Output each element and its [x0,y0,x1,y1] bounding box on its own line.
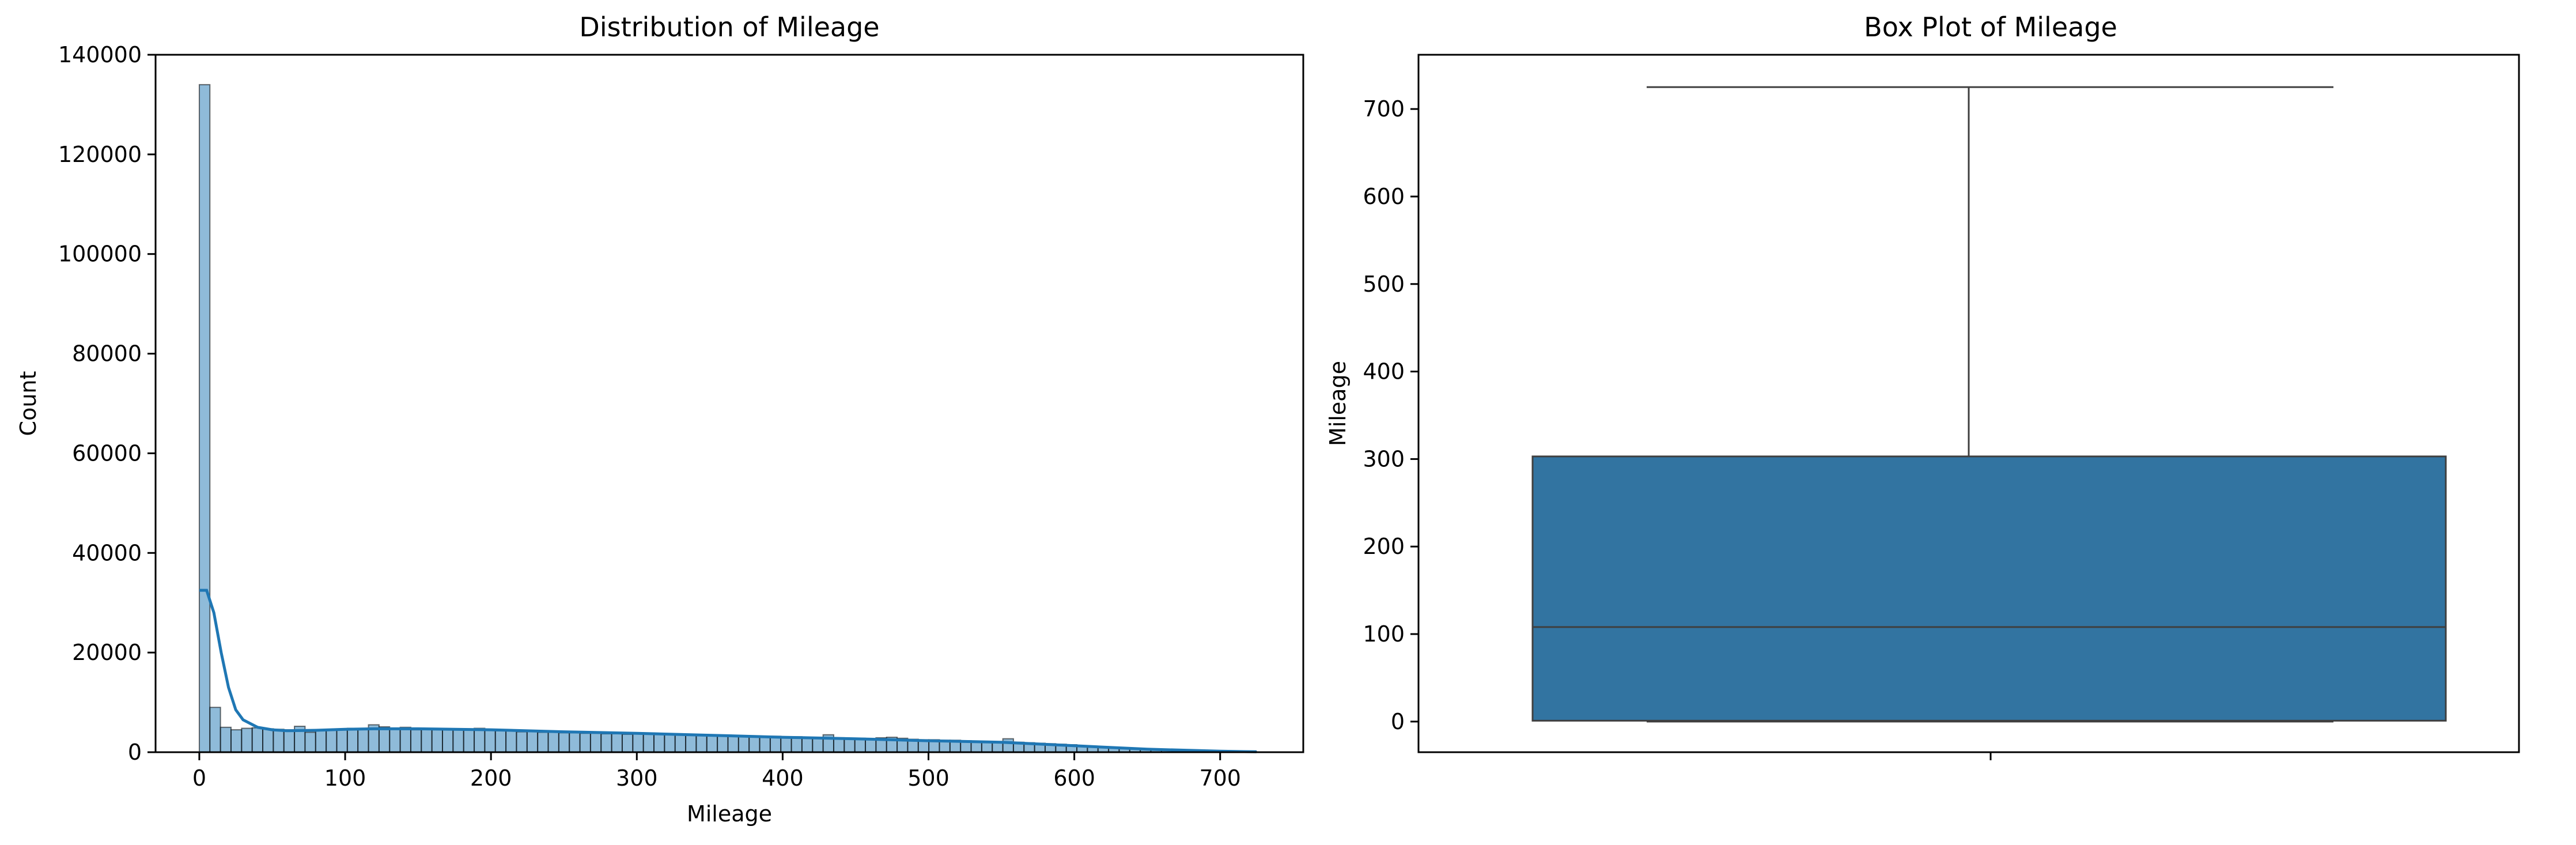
histogram-bar [737,735,750,753]
histogram-bar [241,727,253,753]
boxplot-y-tick-label: 600 [1363,184,1405,209]
histogram-bar [706,734,718,753]
histogram-y-tick-label: 120000 [58,142,142,167]
histogram-bar [653,733,665,753]
histogram-bar [547,731,559,753]
histogram-bar [474,727,486,753]
histogram-bar [230,729,243,753]
histogram-y-tick-label: 20000 [72,640,142,665]
histogram-bar [505,730,517,753]
histogram-x-tick-label: 100 [324,765,366,791]
histogram-y-tick-label: 100000 [58,242,142,267]
histogram-bar [346,727,359,753]
histogram-panel: Distribution of Mileage 0 100 200 300 400 500… [16,12,1304,827]
histogram-x-tick-label: 0 [192,765,206,791]
histogram-x-ticks: 0 100 200 300 400 500 600 700 [192,752,1241,791]
histogram-bar [336,729,348,753]
histogram-y-label: Count [16,371,41,436]
histogram-bar [642,733,655,753]
histogram-bar [251,727,264,753]
histogram-axes-frame [154,54,1304,753]
histogram-bar [780,736,792,753]
histogram-bar [611,733,623,753]
histogram-bar [569,732,581,753]
histogram-bar [399,726,411,753]
histogram-bar [769,735,782,753]
histogram-y-tick-label: 60000 [72,440,142,466]
boxplot-box [1531,455,2447,722]
histogram-y-ticks: 0 20000 40000 60000 80000 100000 120000 140000 [58,42,156,765]
histogram-bar [262,728,274,753]
histogram-x-tick-label: 200 [470,765,512,791]
boxplot-y-tick-label: 700 [1363,96,1405,122]
histogram-bar [865,738,877,753]
histogram-bar [685,734,697,753]
histogram-x-tick-label: 500 [907,765,950,791]
boxplot-y-ticks: 0 100 200 300 400 500 600 700 [1363,96,1418,734]
histogram-bar [357,727,369,753]
histogram-bar [1002,738,1014,753]
histogram-bar [632,732,644,753]
histogram-bar [695,734,708,753]
boxplot-y-tick-label: 0 [1391,709,1405,734]
histogram-bar [537,731,549,753]
histogram-kde-line [199,589,1257,753]
histogram-bar [600,733,612,753]
boxplot-panel: Box Plot of Mileage 0 100 200 300 400 500 600 7… [1325,12,2520,760]
boxplot-y-label: Mileage [1325,361,1351,446]
boxplot-y-tick-label: 400 [1363,359,1405,384]
histogram-bar [526,730,539,753]
histogram-bar [198,84,211,753]
histogram-bar [812,737,824,753]
histogram-bar [283,729,296,753]
boxplot-elements [1531,86,2447,723]
histogram-bar [717,735,729,753]
histogram-x-tick-label: 600 [1053,765,1095,791]
histogram-bar [589,733,602,753]
histogram-bar [759,735,771,753]
histogram-bar [389,729,401,753]
histogram-y-tick-label: 80000 [72,341,142,367]
histogram-bar [326,729,338,753]
histogram-bar [843,737,856,753]
boxplot-title: Box Plot of Mileage [1864,12,2117,43]
histogram-x-tick-label: 300 [616,765,658,791]
histogram-bar [273,729,285,753]
histogram-bar [579,733,591,753]
histogram-bar [431,729,443,753]
histogram-bar [801,737,814,753]
histogram-bar [442,729,454,753]
histogram-bar [209,707,221,753]
histogram-bar [727,735,739,753]
histogram-x-tick-label: 700 [1199,765,1241,791]
histogram-bar [664,734,676,753]
histogram-bar [558,732,570,753]
histogram-bar [484,729,496,753]
histogram-bar [378,726,391,753]
histogram-bar [748,735,761,753]
boxplot-axes-frame [1417,54,2520,753]
histogram-bar [220,726,232,753]
histogram-bar [304,731,316,753]
boxplot-y-tick-label: 300 [1363,446,1405,471]
boxplot-y-tick-label: 500 [1363,271,1405,297]
histogram-bar [463,729,475,753]
histogram-y-tick-label: 40000 [72,540,142,565]
boxplot-y-tick-label: 100 [1363,621,1405,647]
histogram-bar [621,733,634,753]
histogram-bar [516,731,528,753]
histogram-x-label: Mileage [687,801,772,827]
histogram-x-tick-label: 400 [762,765,804,791]
histogram-title: Distribution of Mileage [579,12,879,43]
histogram-bar [494,730,507,753]
histogram-y-tick-label: 140000 [58,42,142,67]
histogram-bar [410,729,422,753]
histogram-bar [421,729,433,753]
histogram-y-tick-label: 0 [128,740,142,765]
histogram-bar [315,729,327,753]
histogram-bar [674,734,687,753]
boxplot-y-tick-label: 200 [1363,534,1405,559]
histogram-bar [452,728,464,753]
